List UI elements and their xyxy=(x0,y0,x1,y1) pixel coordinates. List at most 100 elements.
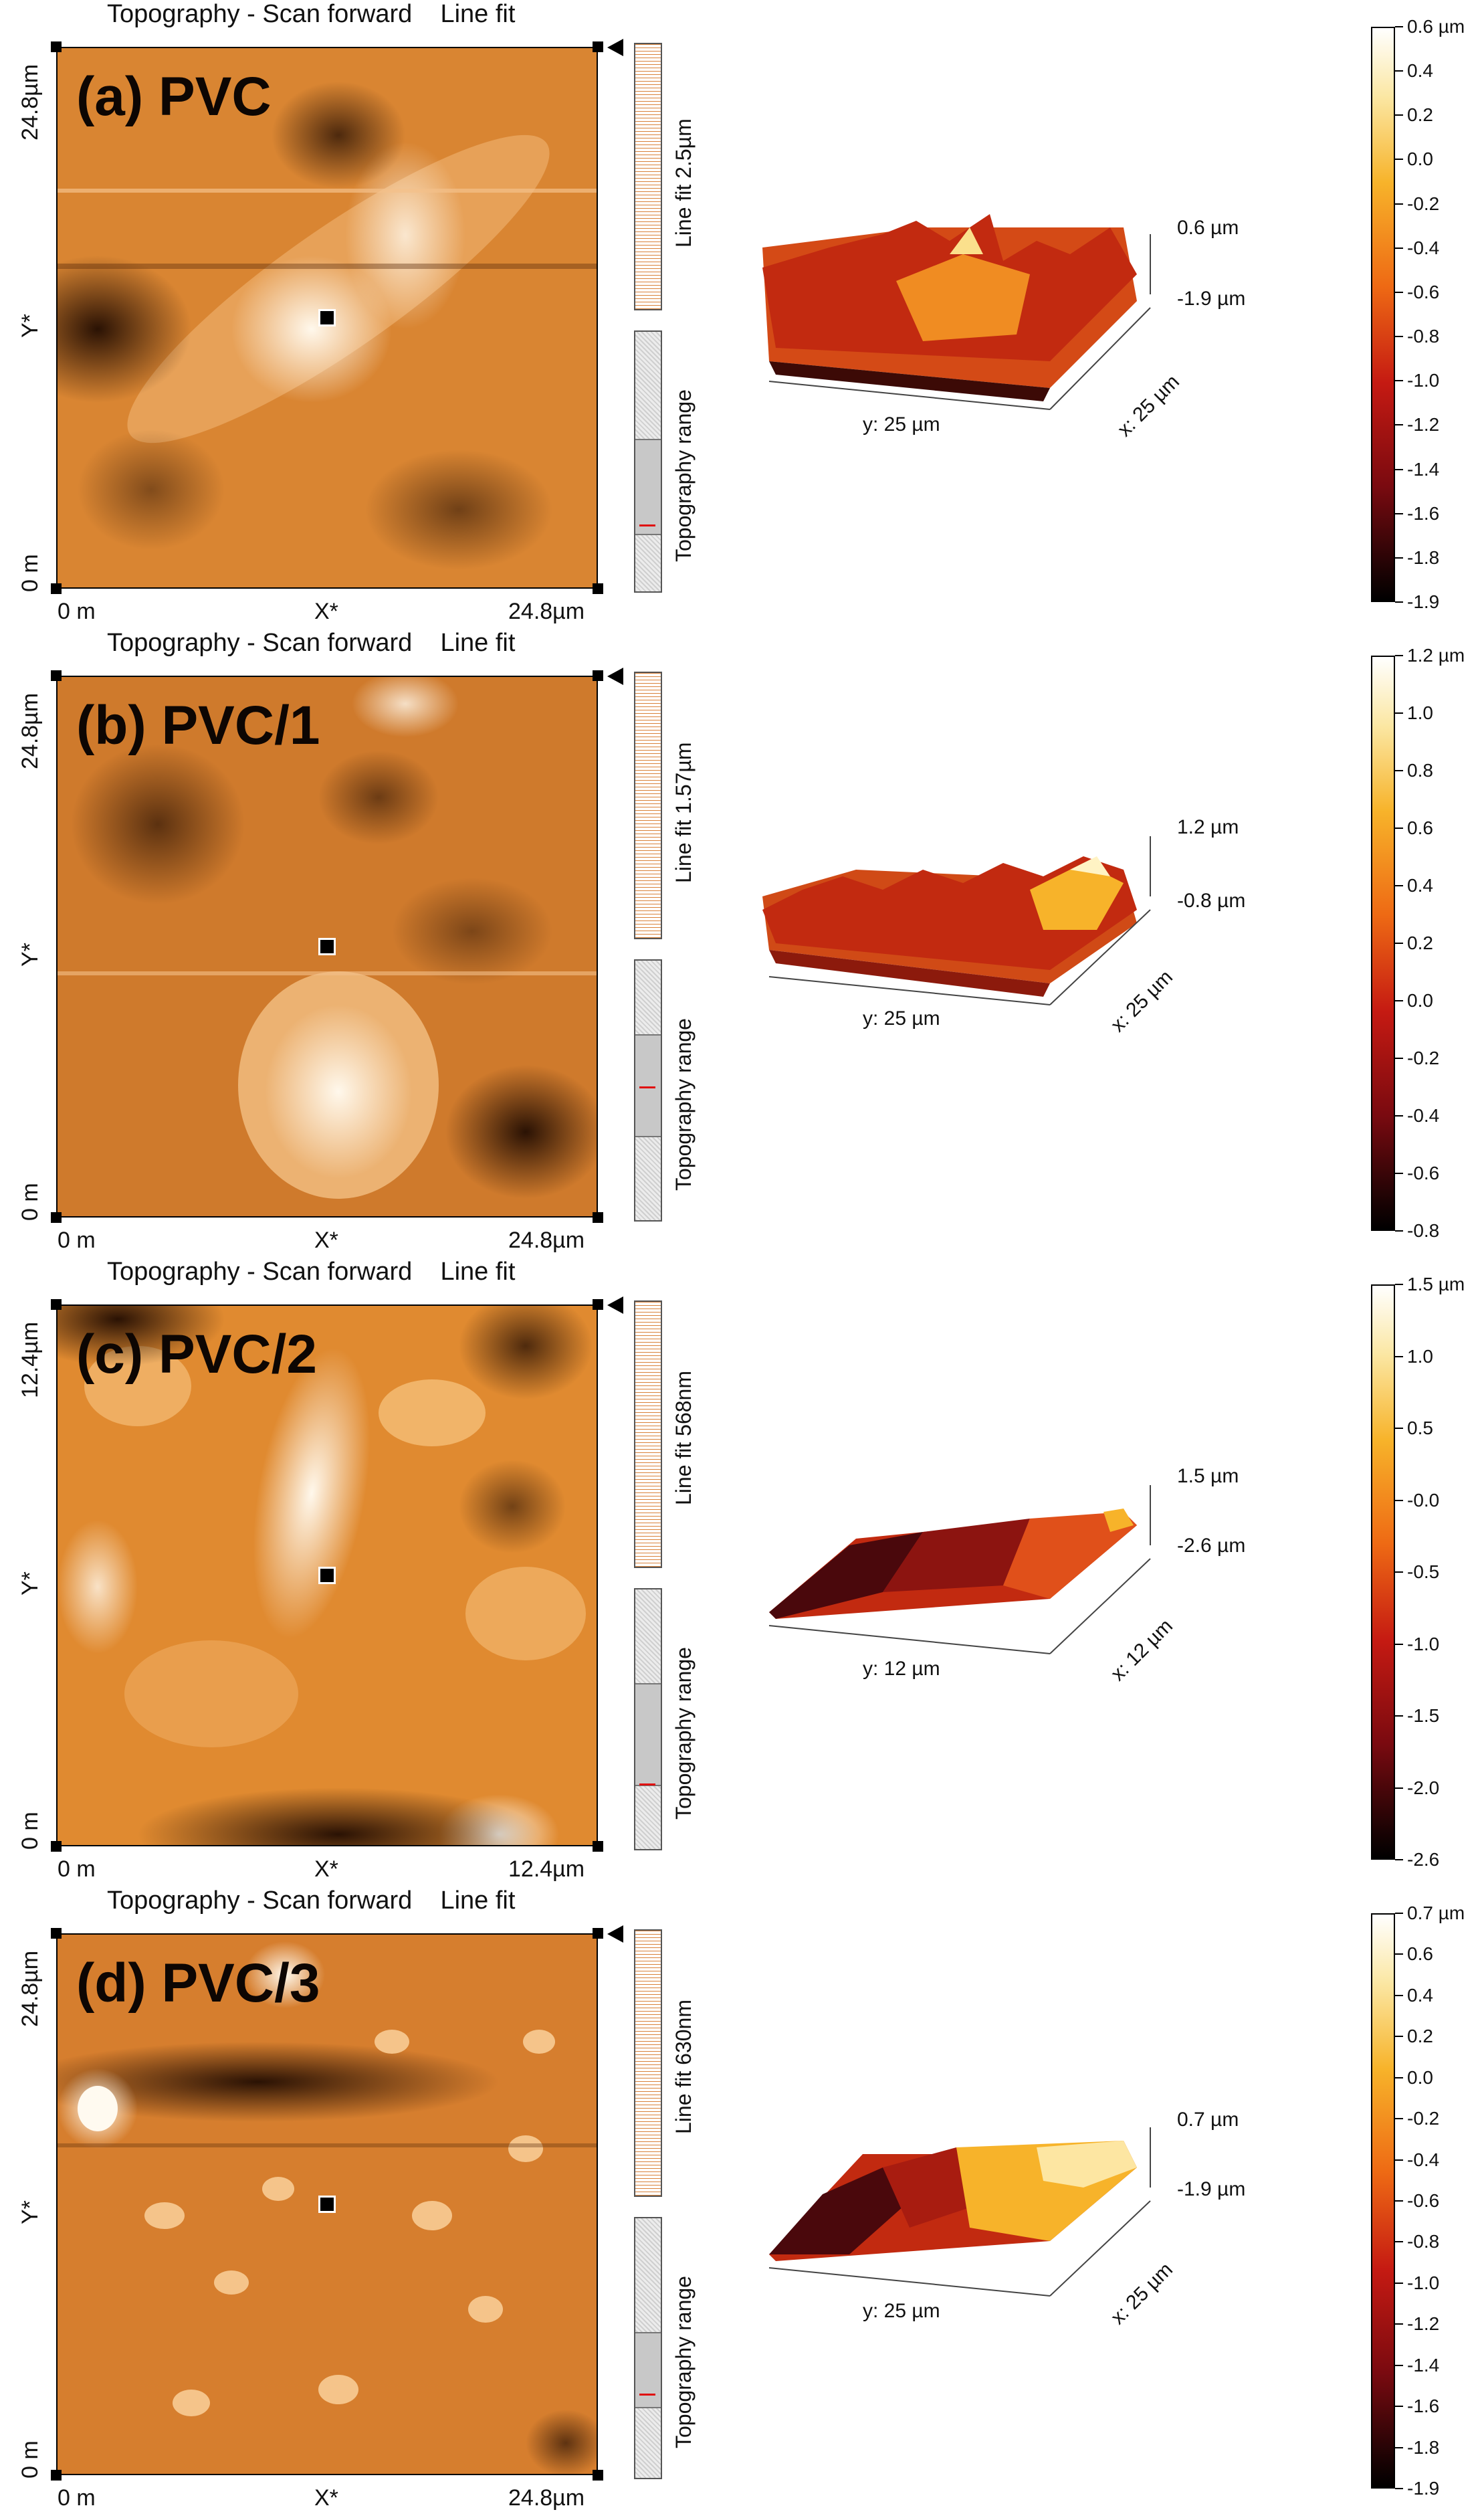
scale-tick xyxy=(1395,828,1403,829)
scale-tick-label: -0.5 xyxy=(1407,1561,1440,1582)
scale-tick xyxy=(1395,2364,1403,2366)
scale-tick xyxy=(1395,1643,1403,1645)
scale-tick-label: 1.5 µm xyxy=(1407,1274,1465,1294)
panel-label: (d) PVC/3 xyxy=(76,1953,320,2014)
scale-tick-label: 0.0 xyxy=(1407,149,1433,170)
scale-tick xyxy=(1395,1571,1403,1573)
y-length-label: y: 12 µm xyxy=(863,1658,940,1680)
z-min-label: -1.9 µm xyxy=(1177,2178,1246,2200)
panel-b: Topography - Scan forward Line fit (b) P… xyxy=(0,629,1480,1256)
scale-tick xyxy=(1395,70,1403,72)
range-marker xyxy=(639,524,655,526)
y-bottom-label: 0 m xyxy=(17,1812,43,1850)
panel-c: Topography - Scan forward Line fit (c) P… xyxy=(0,1258,1480,1885)
surface-3d-plot: 1.2 µm -0.8 µm y: 25 µm x: 25 µm xyxy=(749,816,1245,1117)
y-bottom-label: 0 m xyxy=(17,1183,43,1221)
scale-tick-label: -0.4 xyxy=(1407,2149,1440,2170)
panel-label: (c) PVC/2 xyxy=(76,1324,317,1385)
color-scale-bar xyxy=(1371,27,1395,602)
line-fit-label: Line fit 630nm xyxy=(671,1999,696,2134)
x-right-label: 24.8µm xyxy=(508,599,585,624)
scale-tick-label: -0.4 xyxy=(1407,1105,1440,1126)
scale-tick xyxy=(1395,1355,1403,1357)
arrow-marker-icon xyxy=(607,668,623,685)
topography-range-label: Topography range xyxy=(671,1018,696,1191)
panel-title: Topography - Scan forward Line fit xyxy=(107,1258,516,1286)
y-top-label: 24.8µm xyxy=(17,1950,43,2027)
x-axis-label: X* xyxy=(314,1856,338,1882)
color-scale-bar xyxy=(1371,1913,1395,2489)
line-fit-strip xyxy=(634,1300,662,1568)
scale-tick-label: -0.2 xyxy=(1407,2108,1440,2129)
z-min-label: -0.8 µm xyxy=(1177,890,1246,912)
scale-tick xyxy=(1395,1428,1403,1429)
corner-marker xyxy=(51,583,62,594)
z-min-label: -1.9 µm xyxy=(1177,288,1246,310)
corner-marker xyxy=(593,2470,603,2481)
corner-marker xyxy=(593,583,603,594)
topography-range-label: Topography range xyxy=(671,1647,696,1820)
scale-tick xyxy=(1395,114,1403,116)
scale-tick xyxy=(1395,1715,1403,1717)
scale-tick-label: 1.0 xyxy=(1407,702,1433,723)
scale-tick-label: -1.6 xyxy=(1407,2396,1440,2417)
scale-tick-label: 0.2 xyxy=(1407,104,1433,126)
scale-tick xyxy=(1395,1058,1403,1059)
corner-marker xyxy=(593,670,603,681)
panel-a: Topography - Scan forward Line fit (a) P… xyxy=(0,0,1480,627)
topography-range-strip xyxy=(634,1588,662,1850)
scale-tick-label: 0.6 xyxy=(1407,817,1433,838)
x-axis-label: X* xyxy=(314,599,338,624)
y-axis-label: Y* xyxy=(17,943,43,967)
topography-range-strip xyxy=(634,330,662,593)
color-scale-bar xyxy=(1371,656,1395,1231)
y-axis-label: Y* xyxy=(17,1571,43,1595)
panel-title: Topography - Scan forward Line fit xyxy=(107,0,516,28)
scale-tick-label: -0.2 xyxy=(1407,193,1440,214)
scale-tick-label: -0.8 xyxy=(1407,326,1440,347)
surface-3d-plot: 0.6 µm -1.9 µm y: 25 µm x: 25 µm xyxy=(749,201,1245,468)
topography-range-strip xyxy=(634,959,662,1222)
scale-tick xyxy=(1395,247,1403,249)
scale-tick-label: -1.2 xyxy=(1407,2313,1440,2335)
scale-tick xyxy=(1395,885,1403,886)
y-axis-label: Y* xyxy=(17,2200,43,2224)
range-marker xyxy=(639,1086,655,1088)
afm-topography-map xyxy=(58,48,597,587)
y-length-label: y: 25 µm xyxy=(863,1007,940,1030)
scale-tick-label: 0.5 xyxy=(1407,1418,1433,1438)
scale-tick-label: -0.6 xyxy=(1407,1163,1440,1183)
x-right-label: 24.8µm xyxy=(508,2485,585,2511)
scale-tick xyxy=(1395,291,1403,293)
scale-tick-label: 0.0 xyxy=(1407,2066,1433,2088)
scale-tick-label: 0.4 xyxy=(1407,60,1433,82)
surface-3d-plot: 1.5 µm -2.6 µm y: 12 µm x: 12 µm xyxy=(749,1465,1245,1753)
corner-marker xyxy=(593,41,603,52)
scale-tick xyxy=(1395,712,1403,714)
panel-d: Topography - Scan forward Line fit xyxy=(0,1886,1480,2514)
range-marker xyxy=(639,1783,655,1785)
scale-tick-label: 0.4 xyxy=(1407,1984,1433,2006)
scale-tick xyxy=(1395,2488,1403,2489)
scale-tick xyxy=(1395,2076,1403,2078)
scale-tick-label: 1.2 µm xyxy=(1407,645,1465,666)
scale-tick xyxy=(1395,1859,1403,1860)
center-marker xyxy=(318,2196,336,2213)
corner-marker xyxy=(51,41,62,52)
scale-tick-label: -2.6 xyxy=(1407,1849,1440,1870)
scale-tick xyxy=(1395,512,1403,514)
scale-tick xyxy=(1395,1000,1403,1001)
scale-tick xyxy=(1395,1913,1403,1914)
panel-label: (b) PVC/1 xyxy=(76,695,320,756)
arrow-marker-icon xyxy=(607,1925,623,1943)
x-left-label: 0 m xyxy=(58,599,96,624)
color-scale-bar xyxy=(1371,1284,1395,1860)
arrow-marker-icon xyxy=(607,1296,623,1314)
corner-marker xyxy=(51,1299,62,1310)
scale-tick-label: -1.0 xyxy=(1407,370,1440,391)
y-top-label: 24.8µm xyxy=(17,692,43,769)
y-bottom-label: 0 m xyxy=(17,2440,43,2479)
line-fit-label: Line fit 1.57µm xyxy=(671,742,696,883)
x-left-label: 0 m xyxy=(58,1228,96,1253)
y-bottom-label: 0 m xyxy=(17,554,43,592)
